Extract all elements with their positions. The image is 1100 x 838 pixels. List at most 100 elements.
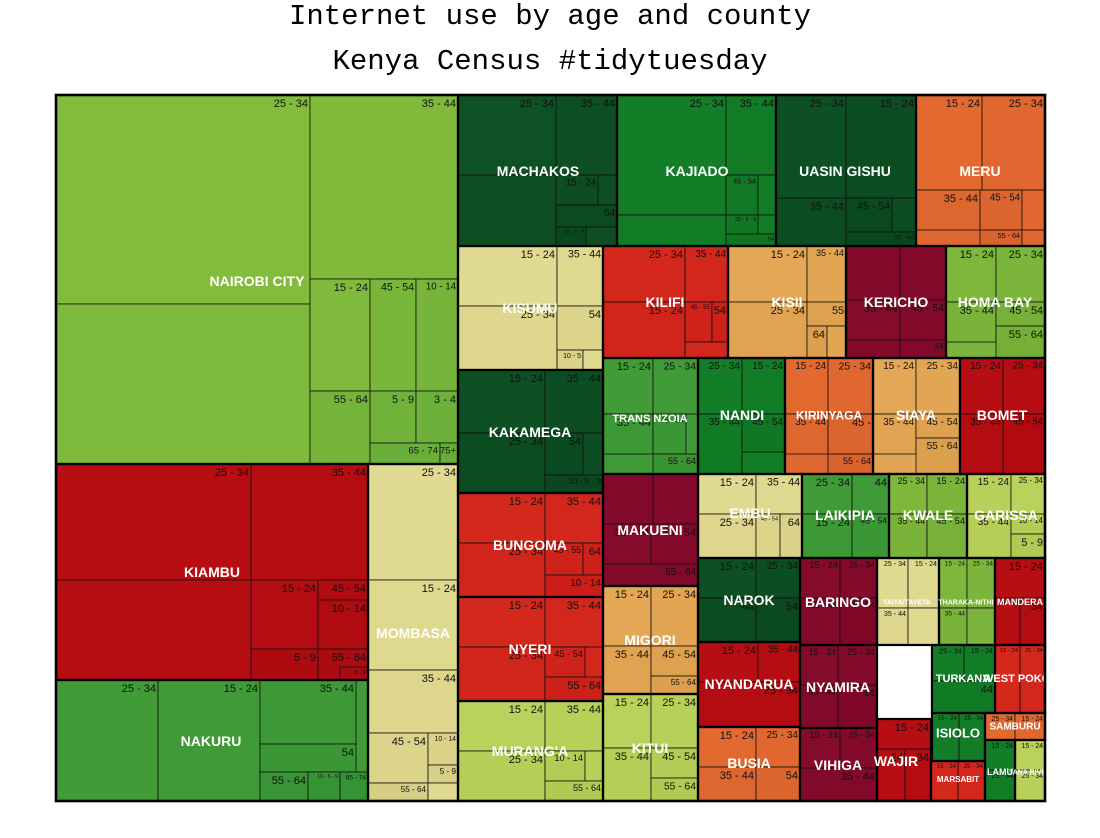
age-cell-label: 25 - 34 bbox=[973, 560, 994, 567]
age-cell-label: 55 - 64 bbox=[272, 775, 306, 787]
county-name-label: WEST POKOT bbox=[983, 673, 1057, 685]
county-kericho: 35 - 44 45 - 54 54 bbox=[845, 245, 947, 359]
age-cell-label: 25 - 34 bbox=[509, 754, 543, 766]
age-cell-label: 65 - 74 bbox=[346, 774, 367, 781]
age-cell-label: 25 - 34 bbox=[939, 646, 962, 655]
age-cell bbox=[250, 648, 319, 681]
age-cell bbox=[697, 726, 757, 768]
age-cell bbox=[457, 596, 546, 648]
age-cell-label: 45 - 54 bbox=[733, 176, 756, 185]
age-cell bbox=[1010, 473, 1046, 515]
county-name-label: MACHAKOS bbox=[497, 163, 579, 179]
county-bomet: 15 - 24 25 - 34 35 - 44 45 - 54 bbox=[959, 357, 1046, 475]
age-cell-label: 25 - 34 bbox=[1013, 361, 1044, 372]
age-cell-label: 55 - 64 bbox=[567, 680, 601, 692]
county-nandi: 25 - 34 15 - 24 35 - 44 45 - 54 bbox=[697, 357, 786, 475]
county-nakuru: 25 - 34 15 - 24 35 - 44 54 55 - 64 10 - 5 - 9… bbox=[55, 679, 369, 802]
county-nairobi-city: 25 - 34 35 - 44 15 - 24 45 - 54 10 - 14 55 - … bbox=[55, 94, 459, 465]
age-cell bbox=[602, 473, 654, 525]
county-name-label: LAMU bbox=[987, 767, 1013, 777]
age-cell bbox=[959, 413, 1004, 475]
age-cell-label: 10 - 14 bbox=[1019, 516, 1044, 525]
age-cell bbox=[995, 325, 1046, 359]
age-cell-label: 55 - 64 bbox=[401, 785, 427, 794]
county-name-label: SAMBURU bbox=[989, 722, 1040, 733]
county-name-label: LAIKIPIA bbox=[815, 507, 875, 523]
age-cell-label: 15 - 24 bbox=[1000, 648, 1019, 654]
age-cell-label: 45 - 54 bbox=[554, 649, 583, 659]
age-cell bbox=[741, 451, 786, 475]
age-cell-label: 25 - 34 bbox=[509, 546, 543, 558]
age-cell-label: 25 - 34 bbox=[215, 467, 249, 479]
county-name-label: MERU bbox=[959, 163, 1000, 179]
county-name-label: NAROK bbox=[723, 592, 774, 608]
age-cell-label: 25 - 34 bbox=[662, 589, 696, 601]
county-vihiga: 15 - 24 25 - 34 35 - 44 bbox=[799, 727, 878, 802]
age-cell-label: 35 - 44 bbox=[768, 645, 799, 656]
county-trans-nzoia: 15 - 24 25 - 34 35 - 44 45 - 54 55 - 64 bbox=[602, 357, 699, 475]
age-cell bbox=[775, 94, 847, 199]
county-name-label: KITUI bbox=[632, 740, 669, 756]
age-cell bbox=[544, 676, 604, 702]
age-cell-label: 25 - 34 bbox=[964, 716, 983, 722]
age-cell bbox=[367, 463, 459, 581]
age-cell-label: 35 - 44 bbox=[615, 527, 649, 539]
county-name-label: MAKUENI bbox=[617, 522, 682, 538]
county-siaya: 15 - 24 25 - 34 35 - 44 45 - 54 55 - 64 bbox=[872, 357, 961, 475]
age-cell-label: 64 bbox=[589, 546, 601, 558]
age-cell bbox=[584, 750, 604, 782]
county-name-label: TRANS NZOIA bbox=[612, 413, 687, 425]
age-cell-label: 35 - 44 bbox=[617, 417, 651, 429]
age-cell bbox=[652, 357, 699, 415]
age-cell-label: 25 - 34 bbox=[898, 476, 925, 486]
age-cell-label: 54 bbox=[342, 747, 354, 759]
age-cell-label: 15 - 24 bbox=[970, 361, 1001, 372]
age-cell-label: 15 - 24 bbox=[809, 560, 838, 570]
age-cell-label: 45 - 54 bbox=[381, 282, 414, 294]
age-cell bbox=[650, 747, 699, 779]
county-kisumu: 15 - 24 35 - 44 25 - 34 54 10 - 5 bbox=[457, 245, 604, 371]
age-cell bbox=[616, 214, 727, 247]
age-cell-label: 35 - 44 bbox=[945, 610, 966, 617]
age-cell bbox=[684, 341, 729, 359]
age-cell bbox=[697, 681, 801, 728]
age-cell bbox=[427, 732, 459, 766]
age-cell bbox=[650, 523, 699, 565]
county-kisii: 15 - 24 35 - 44 25 - 34 55 64 bbox=[727, 245, 847, 359]
age-cell bbox=[367, 669, 459, 734]
age-cell-label: 25 - 34 bbox=[839, 361, 872, 372]
age-cell bbox=[544, 542, 584, 576]
age-cell-label: 15 - 24 bbox=[895, 722, 929, 734]
age-cell-label: 45 - 54 bbox=[662, 527, 696, 539]
age-cell bbox=[959, 357, 1004, 415]
age-cell bbox=[602, 747, 652, 802]
age-cell-label: 10 - 5 - 9 bbox=[569, 477, 602, 486]
county-lamu: 15 - 24 25 - 34 bbox=[984, 739, 1016, 802]
county-name-label: EMBU bbox=[729, 505, 770, 521]
county-name-label: MIGORI bbox=[624, 632, 675, 648]
age-cell-label: 35 - 44 bbox=[422, 98, 456, 110]
age-cell-label: 35 - 44 bbox=[320, 683, 354, 695]
age-cell-label: 15 - 24 bbox=[1022, 743, 1044, 750]
age-cell bbox=[1002, 357, 1046, 415]
age-cell-label: 45 - 54 bbox=[990, 193, 1021, 204]
age-cell-label: 44 bbox=[981, 684, 993, 696]
age-cell-label: 35 - 44 bbox=[720, 770, 754, 782]
county-name-label: NYAMIRA bbox=[806, 679, 870, 695]
age-cell bbox=[806, 245, 847, 303]
age-cell-label: 45 - 54 bbox=[857, 201, 890, 213]
age-cell-label: 35 - 44 bbox=[567, 496, 601, 508]
age-cell bbox=[544, 750, 586, 782]
age-cell-label: 15 - 24 bbox=[720, 561, 754, 573]
county-name-label: THARAKA-NITHI bbox=[938, 600, 993, 607]
age-cell bbox=[826, 325, 847, 359]
age-cell bbox=[1021, 189, 1046, 231]
age-cell-label: 35 - 44 bbox=[809, 687, 836, 697]
age-cell bbox=[994, 557, 1046, 599]
age-cell-label: 45 - 54 bbox=[911, 303, 944, 315]
age-cell bbox=[544, 492, 604, 544]
age-cell bbox=[915, 357, 961, 415]
age-cell-label: 35 - 44 bbox=[960, 305, 994, 317]
age-cell-label: 55 - 64 bbox=[573, 783, 601, 793]
age-cell-label: 25 - 34 bbox=[1009, 98, 1043, 110]
